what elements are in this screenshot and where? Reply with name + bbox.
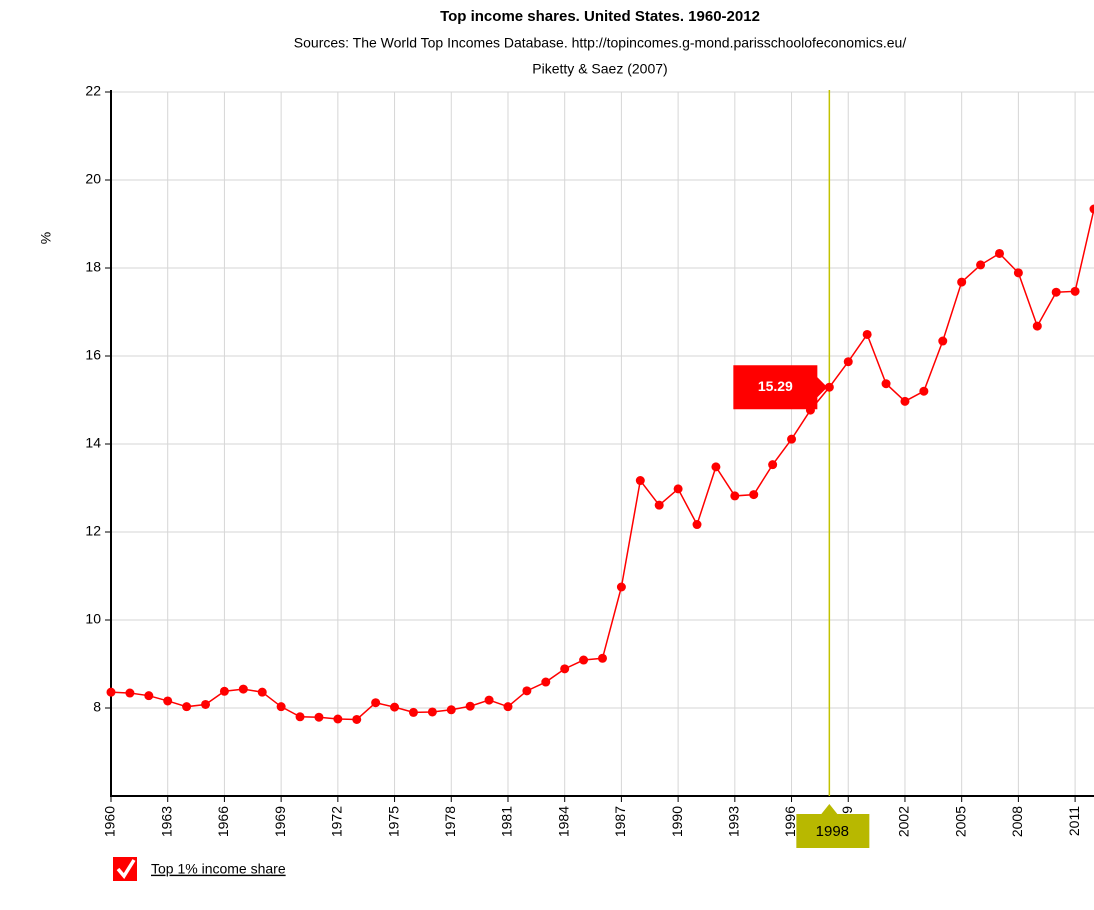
data-point [257, 687, 267, 697]
data-point [427, 707, 437, 717]
x-tick-label: 2005 [952, 806, 968, 837]
data-point [144, 691, 154, 701]
data-point [163, 696, 173, 706]
data-point [673, 484, 683, 494]
chart-subtitle: Piketty & Saez (2007) [532, 61, 667, 77]
x-tick-label: 2008 [1009, 806, 1025, 837]
y-tick-label: 18 [85, 259, 101, 275]
data-point [938, 336, 948, 346]
y-tick-label: 14 [85, 435, 101, 451]
x-tick-label: 1969 [272, 806, 288, 837]
data-point [749, 490, 759, 500]
data-point [446, 705, 456, 715]
data-point [957, 277, 967, 287]
data-point [484, 695, 494, 705]
data-point [1032, 321, 1042, 331]
y-tick-label: 10 [85, 611, 101, 627]
data-point [219, 686, 229, 696]
data-point [182, 702, 192, 712]
data-point [843, 357, 853, 367]
x-tick-label: 1990 [669, 806, 685, 837]
data-point [314, 712, 324, 722]
x-tick-label: 1993 [726, 806, 742, 837]
data-point [541, 677, 551, 687]
x-tick-label: 2002 [896, 806, 912, 837]
data-point [692, 520, 702, 530]
data-point [730, 491, 740, 501]
data-point [919, 386, 929, 396]
x-tick-label: 1963 [158, 806, 174, 837]
data-point [125, 688, 135, 698]
legend-label[interactable]: Top 1% income share [151, 861, 286, 877]
chart-title: Top income shares. United States. 1960-2… [440, 8, 760, 25]
data-point [106, 687, 116, 697]
x-tooltip-label: 1998 [816, 823, 849, 840]
data-point [616, 582, 626, 592]
y-tick-label: 20 [85, 171, 101, 187]
x-tick-label: 1960 [102, 806, 118, 837]
x-tick-label: 2011 [1066, 806, 1082, 836]
chart-subtitle: Sources: The World Top Incomes Database.… [294, 35, 907, 51]
data-point [654, 500, 664, 510]
series-line [110, 208, 1094, 721]
data-point [787, 434, 797, 444]
data-point [976, 260, 986, 270]
x-tick-label: 1996 [782, 806, 798, 837]
data-point [579, 655, 589, 665]
data-point [598, 653, 607, 663]
data-point [201, 699, 211, 709]
data-point [503, 702, 513, 712]
data-point [994, 248, 1004, 258]
x-tick-label: 1966 [215, 806, 231, 837]
x-tooltip [796, 804, 870, 848]
data-point [408, 707, 418, 717]
data-point [276, 702, 286, 712]
data-point [862, 329, 872, 339]
y-axis-label: % [38, 232, 54, 244]
data-point [824, 382, 834, 392]
value-tooltip-label: 15.29 [758, 378, 793, 394]
data-point [711, 462, 721, 472]
y-tick-label: 12 [85, 523, 101, 539]
data-point [295, 712, 305, 722]
x-tick-label: 1981 [499, 806, 515, 837]
data-point [371, 698, 381, 708]
data-point [635, 476, 645, 486]
x-tick-label: 1975 [385, 806, 401, 837]
data-point [1070, 286, 1080, 296]
data-point [1013, 268, 1023, 278]
data-point [560, 664, 570, 674]
x-tick-label: 1987 [612, 806, 628, 837]
x-tick-label: 1978 [442, 806, 458, 837]
data-point [1089, 204, 1094, 214]
y-tick-label: 16 [85, 347, 101, 363]
data-point [768, 460, 778, 470]
y-tick-label: 22 [85, 83, 101, 99]
check-icon [116, 859, 136, 879]
legend[interactable]: Top 1% income share [113, 857, 286, 881]
y-tick-label: 8 [93, 699, 101, 715]
data-point [333, 714, 343, 724]
data-point [352, 714, 362, 724]
value-tooltip [733, 365, 828, 410]
x-tick-label: 1984 [555, 806, 571, 837]
data-point [900, 396, 910, 406]
data-point [390, 702, 400, 712]
data-point [465, 701, 475, 711]
x-tick-label: 1972 [329, 806, 345, 837]
data-point [1051, 287, 1061, 297]
data-point [522, 686, 532, 696]
data-point [881, 379, 891, 389]
data-point [238, 684, 248, 694]
